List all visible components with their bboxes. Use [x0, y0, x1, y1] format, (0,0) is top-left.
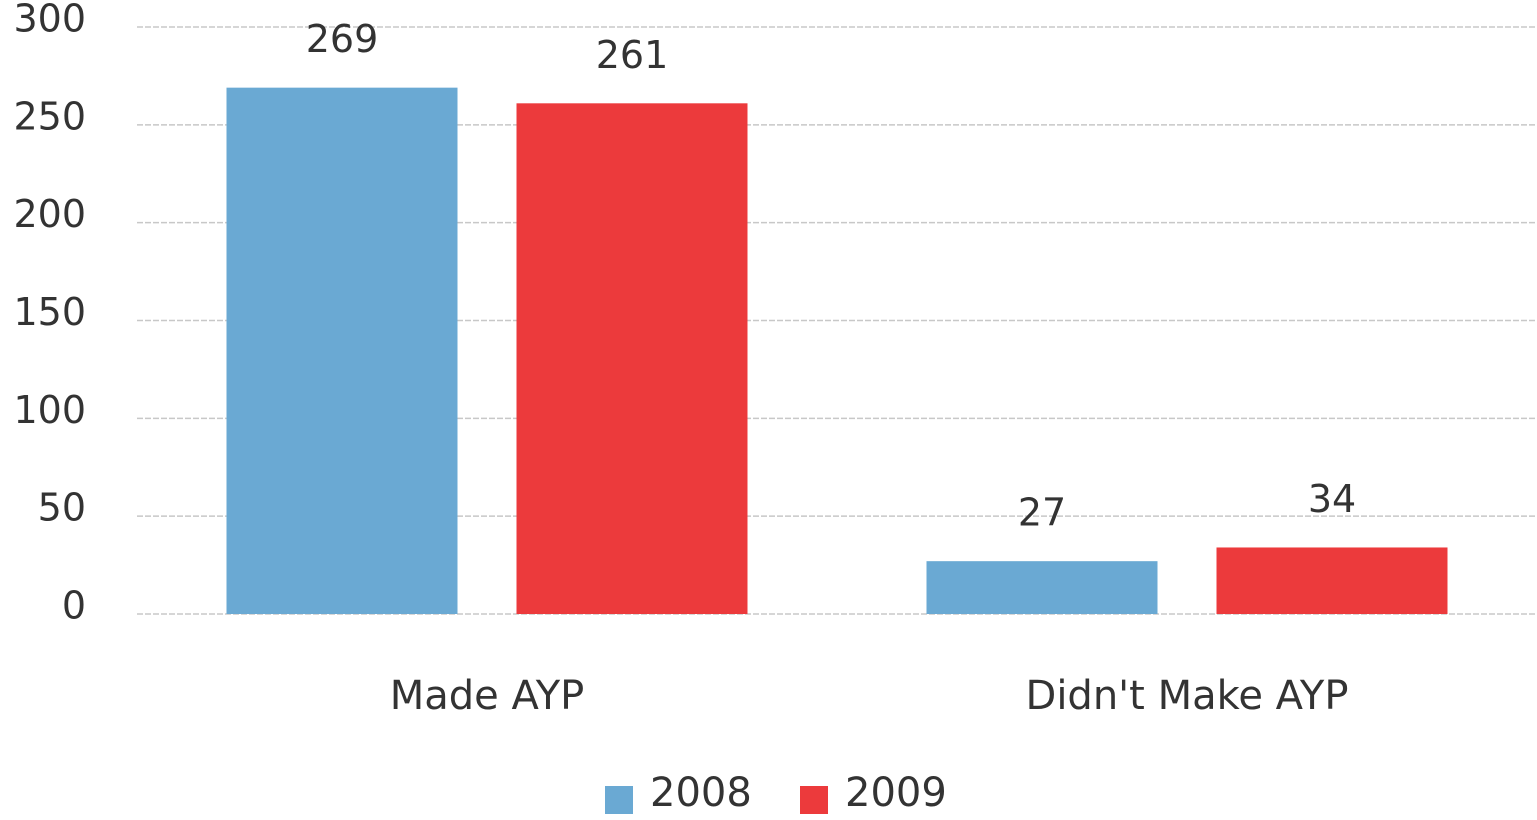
value-label: 269: [306, 17, 379, 61]
legend-label: 2009: [845, 770, 947, 816]
bar: [926, 561, 1158, 614]
y-tick-label: 250: [13, 94, 86, 138]
y-tick-label: 0: [62, 584, 86, 628]
legend-swatch: [800, 786, 828, 814]
x-tick-label: Didn't Make AYP: [1026, 673, 1349, 719]
legend-swatch: [605, 786, 633, 814]
y-tick-label: 100: [13, 388, 86, 432]
value-label: 27: [1018, 491, 1066, 535]
value-label: 34: [1308, 477, 1356, 521]
bar: [1216, 547, 1448, 614]
y-tick-label: 200: [13, 192, 86, 236]
legend-label: 2008: [650, 770, 752, 816]
value-label: 261: [596, 33, 669, 77]
y-tick-label: 300: [13, 0, 86, 41]
bar: [516, 103, 748, 614]
y-tick-label: 50: [38, 486, 86, 530]
y-tick-label: 150: [13, 290, 86, 334]
bar: [226, 87, 458, 614]
x-tick-label: Made AYP: [390, 673, 585, 719]
